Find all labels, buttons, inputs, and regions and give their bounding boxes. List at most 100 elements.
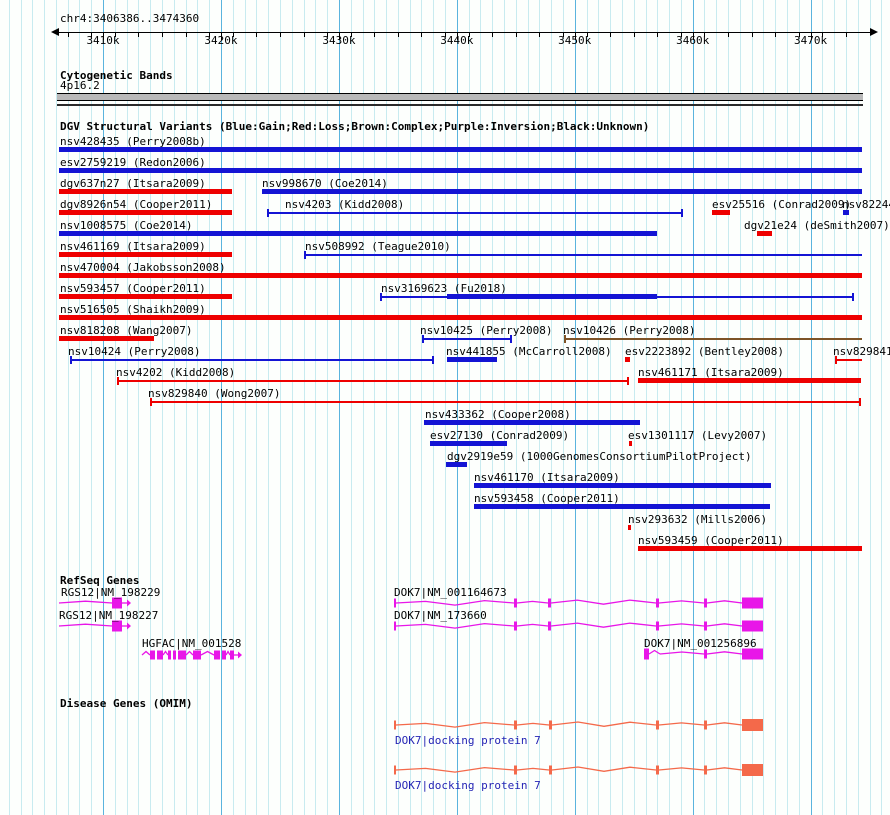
gene-intron-line[interactable] [658,623,705,627]
gene-intron-line[interactable] [516,722,550,726]
variant-label[interactable]: nsv4203 (Kidd2008) [285,198,405,211]
gene-intron-line[interactable] [395,622,515,629]
gene-exon[interactable] [157,650,163,660]
variant-bar[interactable] [59,231,657,236]
variant-bar[interactable] [59,315,862,320]
gene-terminal-exon[interactable] [742,648,763,660]
gene-exon[interactable] [514,598,517,608]
gene-intron-line[interactable] [162,650,169,656]
gene-intron-line[interactable] [141,650,151,656]
variant-bar[interactable] [757,231,772,236]
refseq-gene-label[interactable]: DOK7|NM_173660 [394,609,487,622]
gene-exon[interactable] [514,720,517,730]
gene-exon[interactable] [514,621,517,631]
variant-label[interactable]: nsv516505 (Shaikh2009) [60,303,206,316]
variant-line[interactable] [836,358,862,361]
variant-end-tick[interactable] [627,376,629,385]
variant-label[interactable]: nsv428435 (Perry2008b) [60,135,206,148]
variant-label[interactable]: esv2759219 (Redon2006) [60,156,206,169]
gene-start-tick[interactable] [394,598,396,608]
refseq-gene-label[interactable]: DOK7|NM_001164673 [394,586,507,599]
variant-bar[interactable] [59,147,862,152]
gene-intron-line[interactable] [185,650,194,656]
variant-label[interactable]: nsv461169 (Itsara2009) [60,240,206,253]
gene-intron-line[interactable] [58,623,113,627]
gene-intron-line[interactable] [658,767,705,771]
gene-exon[interactable] [704,649,707,659]
refseq-gene-label[interactable]: RGS12|NM_198227 [59,609,159,622]
variant-bar[interactable] [59,294,232,299]
gene-exon[interactable] [656,621,659,631]
gene-intron-line[interactable] [516,623,549,627]
gene-intron-line[interactable] [395,721,515,728]
gene-exon[interactable] [168,650,171,660]
variant-end-tick[interactable] [859,397,861,406]
variant-line[interactable] [305,253,862,256]
variant-label[interactable]: nsv3169623 (Fu2018) [381,282,507,295]
variant-bar[interactable] [59,189,232,194]
gene-exon[interactable] [230,650,234,660]
gene-intron-line[interactable] [658,600,705,604]
variant-end-tick[interactable] [117,376,119,385]
gene-exon[interactable] [704,598,707,608]
gene-exon[interactable] [222,650,226,660]
variant-line[interactable] [118,379,628,382]
refseq-gene-label[interactable]: RGS12|NM_198229 [61,586,161,599]
variant-label[interactable]: nsv593458 (Cooper2011) [474,492,620,505]
gene-intron-line[interactable] [706,623,743,627]
variant-end-tick[interactable] [564,334,566,343]
gene-exon[interactable] [704,765,707,775]
gene-exon[interactable] [549,720,552,730]
gene-exon[interactable] [514,765,517,775]
gene-arrow-head[interactable] [238,651,242,659]
gene-intron-line[interactable] [395,599,515,606]
variant-line[interactable] [565,337,862,340]
gene-terminal-exon[interactable] [742,620,763,632]
gene-exon[interactable] [214,650,220,660]
gene-exon[interactable] [548,598,551,608]
variant-label[interactable]: nsv829841 [833,345,890,358]
variant-label[interactable]: nsv461171 (Itsara2009) [638,366,784,379]
variant-bar[interactable] [59,252,232,257]
gene-intron-line[interactable] [550,622,657,628]
gene-start-tick[interactable] [394,720,396,730]
gene-terminal-exon[interactable] [742,597,763,609]
omim-gene-label[interactable]: DOK7|docking protein 7 [395,734,541,747]
variant-label[interactable]: nsv593459 (Cooper2011) [638,534,784,547]
variant-label[interactable]: dgv8926n54 (Cooper2011) [60,198,213,211]
variant-label[interactable]: nsv829840 (Wong2007) [148,387,281,400]
variant-bar[interactable] [59,336,154,341]
gene-start-tick[interactable] [394,765,396,775]
variant-label[interactable]: nsv461170 (Itsara2009) [474,471,620,484]
variant-bar[interactable] [424,420,640,425]
gene-intron-line[interactable] [706,767,743,771]
variant-label[interactable]: nsv10424 (Perry2008) [68,345,201,358]
variant-end-tick[interactable] [510,334,512,343]
gene-terminal-exon[interactable] [644,648,649,660]
gene-exon[interactable] [656,720,659,730]
variant-line[interactable] [268,211,682,214]
variant-label[interactable]: esv2223892 (Bentley2008) [625,345,784,358]
variant-bar[interactable] [638,546,862,551]
variant-bar[interactable] [625,357,630,362]
variant-label[interactable]: nsv818208 (Wang2007) [60,324,193,337]
variant-label[interactable]: dgv2919e59 (1000GenomesConsortiumPilotPr… [447,450,752,463]
variant-bar[interactable] [638,378,861,383]
variant-bar[interactable] [629,441,632,446]
variant-bar[interactable] [59,168,862,173]
gene-intron-line[interactable] [395,766,515,773]
gene-intron-line[interactable] [516,600,549,604]
variant-end-tick[interactable] [422,334,424,343]
variant-line[interactable] [423,337,511,340]
variant-bar[interactable] [447,357,497,362]
variant-label[interactable]: nsv998670 (Coe2014) [262,177,388,190]
gene-exon[interactable] [548,621,551,631]
gene-start-tick[interactable] [394,621,396,631]
variant-end-tick[interactable] [380,292,382,301]
gene-intron-line[interactable] [659,651,705,655]
gene-exon[interactable] [150,650,155,660]
gene-exon[interactable] [704,720,707,730]
gene-intron-line[interactable] [58,600,113,604]
variant-label[interactable]: nsv593457 (Cooper2011) [60,282,206,295]
variant-bar[interactable] [446,462,467,467]
